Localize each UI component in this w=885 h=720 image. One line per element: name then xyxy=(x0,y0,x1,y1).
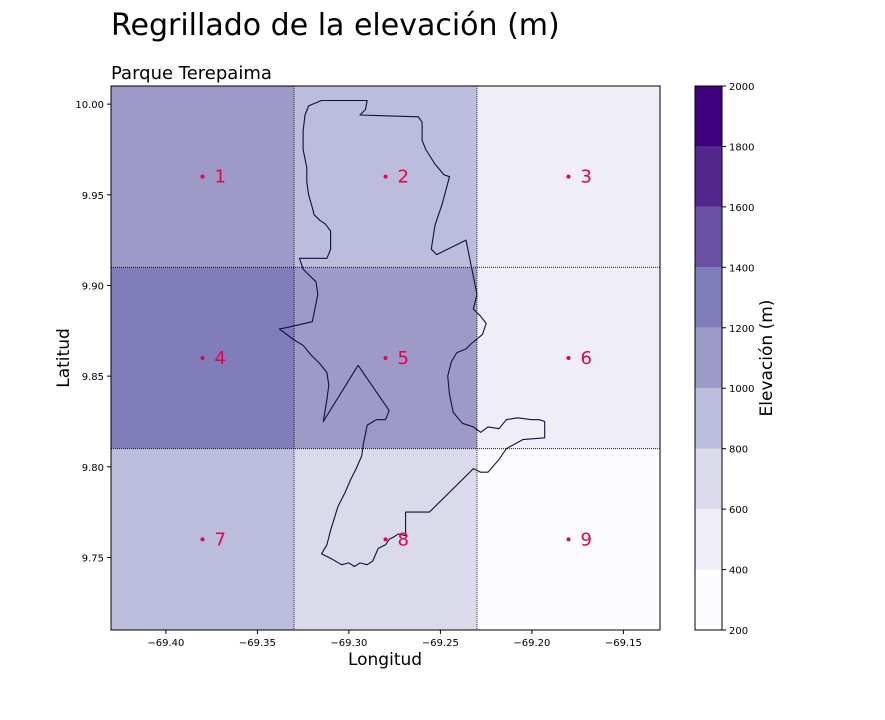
colorbar-tick-label: 800 xyxy=(729,445,748,456)
y-tick-label: 9.90 xyxy=(82,281,104,292)
cell-point-9 xyxy=(566,537,571,542)
y-tick-label: 9.80 xyxy=(82,463,104,474)
colorbar-tick-label: 1400 xyxy=(729,263,754,274)
x-tick-label: −69.25 xyxy=(422,638,459,649)
cell-label-4: 4 xyxy=(215,348,226,369)
cell-point-6 xyxy=(566,356,571,360)
x-axis: −69.40 −69.35 −69.30 −69.25 −69.20 −69.15 xyxy=(147,630,642,649)
cell-label-5: 5 xyxy=(398,348,409,369)
cell-label-3: 3 xyxy=(581,167,592,188)
y-tick-label: 10.00 xyxy=(75,100,104,111)
cell-label-8: 8 xyxy=(398,529,409,550)
y-tick-label: 9.75 xyxy=(82,553,104,564)
cell-point-7 xyxy=(200,537,205,542)
colorbar-tick-label: 400 xyxy=(729,566,748,577)
colorbar-segment xyxy=(695,569,722,630)
colorbar-segment xyxy=(695,206,722,268)
colorbar-label: Elevación (m) xyxy=(757,300,777,417)
colorbar-segment xyxy=(695,267,722,328)
colorbar-segment xyxy=(695,448,722,510)
x-tick-label: −69.20 xyxy=(513,638,550,649)
x-axis-label: Longitud xyxy=(348,650,422,670)
cell-point-3 xyxy=(566,174,571,179)
cell-point-8 xyxy=(383,537,388,542)
colorbar-tick-label: 600 xyxy=(729,505,748,516)
cell-point-4 xyxy=(200,356,205,360)
colorbar: 200 400 600 800 1000 1200 1400 1600 1800 2000 xyxy=(694,82,754,637)
cell-point-1 xyxy=(200,174,205,179)
cell-label-6: 6 xyxy=(581,348,592,369)
colorbar-tick-label: 1200 xyxy=(729,324,754,335)
colorbar-tick-label: 1800 xyxy=(729,142,754,153)
park-boundary xyxy=(278,99,546,568)
y-axis-label: Latitud xyxy=(54,328,74,388)
cell-label-7: 7 xyxy=(215,529,226,550)
plot-frame xyxy=(110,85,661,631)
y-axis: 9.75 9.80 9.85 9.90 9.95 10.00 xyxy=(75,100,111,564)
colorbar-segment xyxy=(695,327,722,389)
colorbar-segment xyxy=(695,388,722,449)
cell-point-5 xyxy=(383,356,388,360)
cell-label-2: 2 xyxy=(398,167,409,188)
cell-label-9: 9 xyxy=(581,529,592,550)
grid-cells xyxy=(111,86,660,630)
x-tick-label: −69.40 xyxy=(147,638,184,649)
x-tick-label: −69.35 xyxy=(239,638,276,649)
x-tick-label: −69.15 xyxy=(605,638,642,649)
cell-markers: 1 2 3 4 5 6 7 8 9 xyxy=(200,167,592,550)
colorbar-segment xyxy=(695,86,722,147)
colorbar-segment xyxy=(695,146,722,207)
park-boundary-line xyxy=(278,99,546,568)
grid-lines xyxy=(111,86,660,630)
colorbar-tick-label: 1600 xyxy=(729,203,754,214)
y-tick-label: 9.95 xyxy=(82,191,104,202)
colorbar-tick-label: 2000 xyxy=(729,82,754,93)
y-tick-label: 9.85 xyxy=(82,372,104,383)
colorbar-tick-label: 200 xyxy=(729,626,748,637)
colorbar-frame xyxy=(694,85,723,631)
cell-label-1: 1 xyxy=(215,167,226,188)
colorbar-tick-label: 1000 xyxy=(729,384,754,395)
colorbar-segment xyxy=(695,509,722,570)
x-tick-label: −69.30 xyxy=(330,638,367,649)
cell-point-2 xyxy=(383,174,388,179)
chart-title: Regrillado de la elevación (m) xyxy=(111,8,560,43)
chart-subtitle: Parque Terepaima xyxy=(111,63,272,84)
